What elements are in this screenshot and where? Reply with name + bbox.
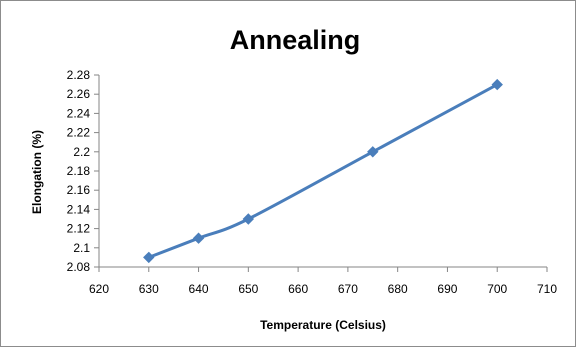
- x-tick-label: 680: [388, 282, 408, 296]
- y-tick-label: 2.1: [73, 241, 90, 255]
- x-tick-label: 690: [437, 282, 457, 296]
- y-tick-label: 2.22: [67, 126, 91, 140]
- x-tick-label: 640: [189, 282, 209, 296]
- y-tick-label: 2.26: [67, 87, 91, 101]
- data-point-marker: [242, 213, 255, 225]
- x-axis: 620 630 640 650 660 670 680 690 700 710: [89, 266, 557, 296]
- y-axis-label: Elongation (%): [30, 130, 44, 214]
- y-tick-label: 2.2: [73, 145, 90, 159]
- x-axis-label: Temperature (Celsius): [260, 318, 386, 332]
- x-tick-label: 650: [238, 282, 258, 296]
- x-tick-label: 700: [487, 282, 507, 296]
- y-tick-label: 2.24: [67, 106, 91, 120]
- y-tick-label: 2.12: [67, 222, 91, 236]
- x-tick-label: 630: [139, 282, 159, 296]
- x-tick-label: 620: [89, 282, 109, 296]
- x-tick-label: 670: [338, 282, 358, 296]
- y-tick-label: 2.28: [67, 68, 91, 82]
- y-tick-label: 2.18: [67, 164, 91, 178]
- data-point-marker: [192, 232, 205, 244]
- data-point-marker: [491, 78, 503, 91]
- y-tick-label: 2.16: [67, 183, 91, 197]
- series-group: [143, 78, 503, 264]
- x-tick-label: 660: [288, 282, 308, 296]
- y-tick-label: 2.14: [67, 202, 91, 216]
- data-point-marker: [143, 251, 155, 264]
- x-tick-label: 710: [537, 282, 557, 296]
- data-point-marker: [367, 146, 379, 158]
- y-axis: 2.08 2.1 2.12 2.14 2.16 2.18 2.2 2.22 2.24 2.26 2.…: [67, 68, 100, 274]
- chart-title: Annealing: [230, 25, 361, 55]
- y-tick-label: 2.08: [67, 260, 91, 274]
- series-line: [147, 83, 499, 259]
